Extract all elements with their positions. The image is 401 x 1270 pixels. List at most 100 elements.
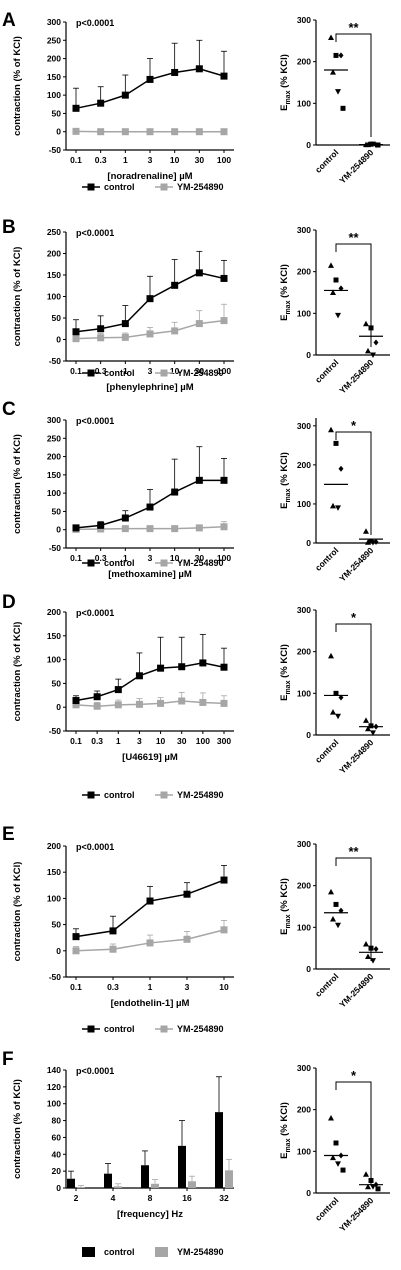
legend-marker bbox=[155, 1247, 168, 1257]
y-tick-label: 100 bbox=[47, 90, 61, 100]
y-tick-label: 50 bbox=[52, 506, 62, 516]
p-value: p<0.0001 bbox=[76, 842, 114, 852]
emax-point bbox=[328, 888, 334, 895]
emax-point bbox=[333, 1140, 339, 1146]
y-tick-label: 140 bbox=[47, 1065, 61, 1075]
emax-point bbox=[373, 339, 379, 346]
x-tick-label: 10 bbox=[170, 553, 180, 563]
x-tick-label: 2 bbox=[74, 1193, 79, 1203]
legend-label: YM-254890 bbox=[177, 558, 224, 568]
legend-label: control bbox=[104, 368, 135, 378]
panel-letter: D bbox=[2, 592, 16, 613]
emax-y-tick-label: 100 bbox=[297, 499, 311, 509]
x-tick-label: 0.1 bbox=[70, 982, 82, 992]
emax-point bbox=[335, 1161, 341, 1167]
y-tick-label: 250 bbox=[47, 227, 61, 237]
data-point bbox=[146, 939, 154, 947]
y-tick-label: 100 bbox=[47, 1099, 61, 1109]
p-value: p<0.0001 bbox=[76, 608, 114, 618]
y-tick-label: 100 bbox=[47, 292, 61, 302]
data-point bbox=[146, 503, 154, 511]
data-point bbox=[146, 897, 154, 905]
bar bbox=[67, 1178, 75, 1188]
p-value: p<0.0001 bbox=[76, 1066, 114, 1076]
bar bbox=[104, 1173, 112, 1188]
y-tick-label: 250 bbox=[47, 433, 61, 443]
significance-stars: * bbox=[351, 1068, 357, 1083]
emax-point bbox=[335, 713, 341, 720]
data-point bbox=[220, 274, 228, 282]
y-tick-label: 0 bbox=[56, 335, 61, 345]
x-tick-label: 100 bbox=[217, 155, 231, 165]
y-axis-label: contraction (% of KCl) bbox=[12, 1079, 23, 1179]
data-point bbox=[109, 927, 117, 935]
data-point bbox=[220, 523, 228, 531]
data-point bbox=[97, 99, 105, 107]
emax-category-label: YM-254890 bbox=[337, 147, 375, 185]
data-point bbox=[72, 947, 80, 955]
significance-stars: ** bbox=[348, 844, 359, 859]
emax-y-tick-label: 0 bbox=[306, 730, 311, 740]
emax-y-tick-label: 0 bbox=[306, 350, 311, 360]
x-tick-label: 0.3 bbox=[95, 155, 107, 165]
data-point bbox=[72, 933, 80, 941]
data-point bbox=[195, 65, 203, 73]
emax-point bbox=[340, 1167, 346, 1173]
bar bbox=[215, 1112, 223, 1188]
data-point bbox=[93, 693, 101, 701]
data-point bbox=[72, 127, 80, 135]
x-tick-label: 0.1 bbox=[70, 366, 82, 376]
legend-marker bbox=[160, 559, 168, 567]
y-tick-label: 200 bbox=[47, 54, 61, 64]
data-point bbox=[220, 876, 228, 884]
x-tick-label: 3 bbox=[185, 982, 190, 992]
data-point bbox=[135, 672, 143, 680]
legend-marker bbox=[87, 559, 95, 567]
x-tick-label: 1 bbox=[123, 155, 128, 165]
emax-category-label: YM-254890 bbox=[337, 357, 375, 395]
legend-label: control bbox=[104, 1247, 135, 1257]
emax-y-tick-label: 200 bbox=[297, 267, 311, 277]
y-tick-label: 300 bbox=[47, 415, 61, 425]
bar bbox=[225, 1170, 233, 1188]
legend-marker bbox=[87, 1025, 95, 1033]
data-point bbox=[157, 664, 165, 672]
significance-stars: * bbox=[351, 610, 357, 625]
legend-label: control bbox=[104, 558, 135, 568]
emax-y-tick-label: 300 bbox=[297, 1063, 311, 1073]
emax-y-tick-label: 100 bbox=[297, 688, 311, 698]
emax-point bbox=[338, 52, 344, 59]
emax-point bbox=[335, 312, 341, 319]
x-axis-label: [phenylephrine] µM bbox=[106, 382, 193, 393]
emax-y-axis-label: Emax (% KCl) bbox=[279, 54, 292, 111]
data-point bbox=[146, 128, 154, 136]
legend-marker bbox=[160, 791, 168, 799]
data-point bbox=[93, 702, 101, 710]
x-axis-label: [U46619] µM bbox=[122, 752, 178, 763]
emax-point bbox=[370, 730, 376, 736]
emax-point bbox=[340, 105, 346, 111]
x-tick-label: 10 bbox=[219, 982, 229, 992]
data-point bbox=[171, 327, 179, 335]
emax-y-tick-label: 100 bbox=[297, 922, 311, 932]
y-tick-label: 200 bbox=[47, 607, 61, 617]
y-tick-label: 60 bbox=[52, 1132, 62, 1142]
emax-y-tick-label: 100 bbox=[297, 1146, 311, 1156]
legend-marker bbox=[160, 369, 168, 377]
emax-point bbox=[370, 352, 376, 358]
emax-category-label: YM-254890 bbox=[337, 971, 375, 1009]
data-point bbox=[72, 524, 80, 532]
x-tick-label: 0.3 bbox=[95, 553, 107, 563]
bar bbox=[188, 1181, 196, 1188]
y-tick-label: 100 bbox=[47, 488, 61, 498]
emax-point bbox=[365, 725, 371, 732]
emax-category-label: control bbox=[313, 737, 340, 764]
x-tick-label: 1 bbox=[123, 553, 128, 563]
emax-point bbox=[333, 440, 339, 446]
emax-y-tick-label: 200 bbox=[297, 1105, 311, 1115]
x-tick-label: 0.3 bbox=[95, 366, 107, 376]
data-point bbox=[114, 701, 122, 709]
legend-marker bbox=[87, 791, 95, 799]
